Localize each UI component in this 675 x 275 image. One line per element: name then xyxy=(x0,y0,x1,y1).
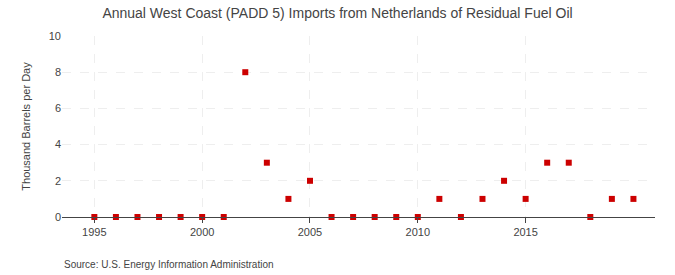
svg-text:10: 10 xyxy=(49,30,61,42)
svg-text:2000: 2000 xyxy=(190,226,214,238)
svg-text:Source: U.S. Energy Informatio: Source: U.S. Energy Information Administ… xyxy=(64,259,274,270)
svg-text:1995: 1995 xyxy=(82,226,106,238)
svg-text:Thousand Barrels per Day: Thousand Barrels per Day xyxy=(20,62,32,191)
svg-text:2: 2 xyxy=(55,175,61,187)
svg-text:0: 0 xyxy=(55,211,61,223)
svg-text:2010: 2010 xyxy=(406,226,430,238)
svg-text:2015: 2015 xyxy=(513,226,537,238)
svg-text:4: 4 xyxy=(55,138,61,150)
svg-text:6: 6 xyxy=(55,102,61,114)
svg-text:Annual West Coast (PADD 5) Imp: Annual West Coast (PADD 5) Imports from … xyxy=(102,5,572,21)
svg-text:8: 8 xyxy=(55,66,61,78)
svg-text:2005: 2005 xyxy=(298,226,322,238)
